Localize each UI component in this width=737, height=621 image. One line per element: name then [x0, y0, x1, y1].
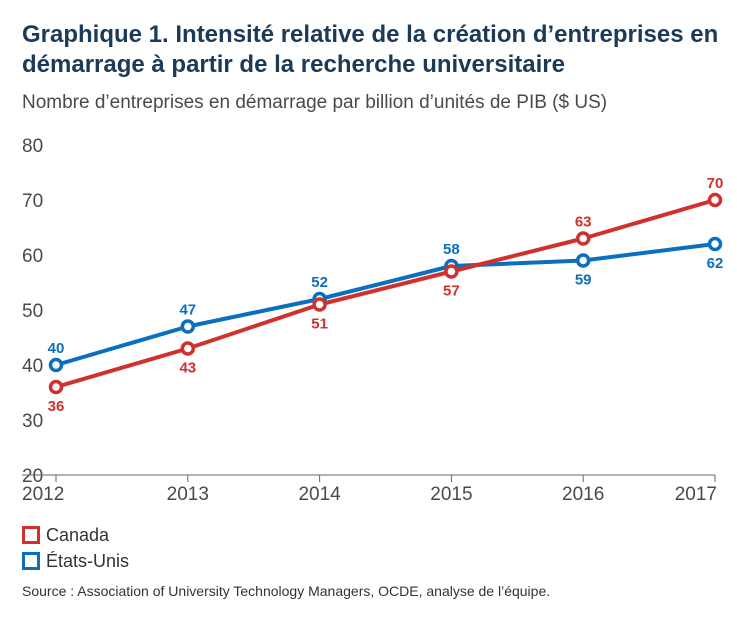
data-label-etats-unis-2016: 59	[575, 272, 592, 289]
y-tick-label-40: 40	[22, 356, 43, 377]
y-tick-label-50: 50	[22, 301, 43, 322]
legend-label-canada: Canada	[46, 524, 110, 545]
x-tick-label-2014: 2014	[298, 484, 341, 505]
legend-swatch-canada	[22, 526, 40, 544]
data-label-canada-2014: 51	[311, 316, 328, 333]
data-point-etats-unis-2013	[180, 319, 196, 334]
legend-swatch-etats-unis	[22, 552, 40, 570]
y-tick-label-80: 80	[22, 136, 43, 157]
data-point-canada-2015	[444, 264, 459, 279]
data-point-etats-unis-2017	[707, 236, 723, 252]
y-tick-label-70: 70	[22, 191, 43, 212]
x-axis: 2012 2013 2014 2015 2016 2017	[22, 474, 717, 505]
chart-subtitle: Nombre d’entreprises en démarrage par bi…	[22, 92, 608, 113]
data-point-canada-2012	[48, 379, 64, 395]
data-label-canada-2016: 63	[575, 214, 592, 231]
data-point-canada-2016	[575, 231, 591, 246]
series-layer: 40 47 52 58 59 62 36 43 51 57 63 70	[48, 175, 724, 415]
data-label-etats-unis-2012: 40	[48, 340, 65, 357]
data-label-canada-2013: 43	[179, 360, 196, 377]
data-point-etats-unis-2016	[575, 253, 591, 268]
data-label-etats-unis-2017: 62	[707, 255, 724, 272]
series-line-canada	[54, 198, 717, 389]
series-line-etats-unis	[54, 242, 717, 367]
x-tick-label-2015: 2015	[430, 484, 472, 505]
data-label-etats-unis-2013: 47	[179, 302, 196, 319]
x-tick-label-2017: 2017	[675, 484, 717, 505]
data-label-canada-2017: 70	[707, 175, 724, 192]
chart-title: Graphique 1. Intensité relative de la cr…	[22, 21, 719, 78]
data-label-canada-2015: 57	[443, 283, 460, 300]
y-axis-tick-labels: 20 30 40 50 60 70 80	[22, 136, 43, 487]
legend-label-etats-unis: États-Unis	[46, 550, 130, 571]
data-label-etats-unis-2014: 52	[311, 274, 328, 291]
source-note: Source : Association of University Techn…	[22, 583, 551, 599]
data-point-canada-2014	[312, 297, 327, 312]
data-point-etats-unis-2012	[48, 357, 64, 373]
data-point-canada-2013	[180, 341, 196, 356]
legend: Canada États-Unis	[22, 522, 129, 574]
y-tick-label-60: 60	[22, 246, 43, 267]
y-tick-label-30: 30	[22, 411, 43, 432]
x-tick-label-2012: 2012	[22, 484, 64, 505]
data-point-canada-2017	[707, 192, 723, 208]
legend-item-canada: Canada	[22, 522, 129, 548]
data-label-etats-unis-2015: 58	[443, 241, 460, 258]
x-tick-label-2013: 2013	[167, 484, 209, 505]
x-tick-label-2016: 2016	[562, 484, 604, 505]
legend-item-etats-unis: États-Unis	[22, 548, 129, 574]
y-tick-label-20: 20	[22, 466, 43, 487]
data-label-canada-2012: 36	[48, 398, 65, 415]
